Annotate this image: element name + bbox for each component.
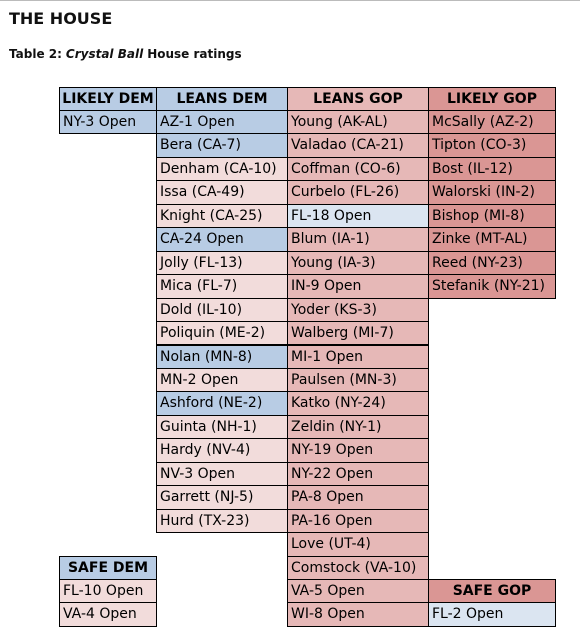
table-cell: VA-5 Open (287, 579, 429, 604)
table-cell: Issa (CA-49) (156, 180, 288, 205)
table-cell: Young (IA-3) (287, 250, 429, 276)
table-cell: Reed (NY-23) (428, 250, 556, 276)
table-cell: McSally (AZ-2) (428, 110, 556, 135)
caption-source: Crystal Ball (65, 47, 144, 61)
table-cell: Poliquin (ME-2) (156, 321, 288, 346)
table-cell: NV-3 Open (156, 461, 288, 487)
table-cell: Bishop (MI-8) (428, 203, 556, 229)
table-cell: WI-8 Open (287, 602, 429, 627)
table-cell: Stefanik (NY-21) (428, 274, 556, 299)
table-cell: Young (AK-AL) (287, 110, 429, 135)
caption-label: Table 2: (9, 47, 62, 61)
table-cell: Love (UT-4) (287, 532, 429, 557)
table-cell: Bost (IL-12) (428, 156, 556, 182)
table-cell: FL-18 Open (287, 203, 429, 229)
table-cell: Blum (IA-1) (287, 227, 429, 252)
table-cell: Paulsen (MN-3) (287, 367, 429, 393)
table-cell: Katko (NY-24) (287, 391, 429, 416)
table-cell: Zinke (MT-AL) (428, 227, 556, 252)
table-cell: NY-22 Open (287, 461, 429, 487)
column-header: LEANS GOP (287, 87, 429, 111)
column-header: SAFE DEM (59, 555, 157, 580)
column-header: LIKELY GOP (428, 87, 556, 111)
table-cell: MI-1 Open (287, 344, 429, 369)
caption: Table 2: Crystal Ball House ratings (9, 47, 242, 61)
table-cell: FL-10 Open (59, 579, 157, 604)
table-cell: Walberg (MI-7) (287, 321, 429, 346)
table-cell: Hardy (NV-4) (156, 438, 288, 463)
table-cell: NY-3 Open (59, 110, 157, 135)
table-cell: IN-9 Open (287, 274, 429, 299)
table-cell: Denham (CA-10) (156, 156, 288, 182)
table-cell: Jolly (FL-13) (156, 250, 288, 276)
column-header: LEANS DEM (156, 87, 288, 111)
table-cell: Zeldin (NY-1) (287, 414, 429, 440)
table-cell: PA-16 Open (287, 508, 429, 534)
title: THE HOUSE (9, 9, 113, 28)
table-cell: Bera (CA-7) (156, 133, 288, 158)
table-cell: Mica (FL-7) (156, 274, 288, 299)
table-cell: Dold (IL-10) (156, 297, 288, 323)
table-cell: Valadao (CA-21) (287, 133, 429, 158)
table-cell: Curbelo (FL-26) (287, 180, 429, 205)
table-cell: NY-19 Open (287, 438, 429, 463)
table-cell: CA-24 Open (156, 227, 288, 252)
table-cell: FL-2 Open (428, 602, 556, 627)
table-cell: Hurd (TX-23) (156, 508, 288, 534)
table-cell: Tipton (CO-3) (428, 133, 556, 158)
table-cell: MN-2 Open (156, 367, 288, 393)
table-cell: Knight (CA-25) (156, 203, 288, 229)
table-cell: PA-8 Open (287, 485, 429, 510)
table-cell: Garrett (NJ-5) (156, 485, 288, 510)
table-cell: Yoder (KS-3) (287, 297, 429, 323)
table-cell: Guinta (NH-1) (156, 414, 288, 440)
table-cell: Comstock (VA-10) (287, 555, 429, 580)
column-header: LIKELY DEM (59, 87, 157, 111)
table-cell: Ashford (NE-2) (156, 391, 288, 416)
caption-rest: House ratings (147, 47, 242, 61)
column-header: SAFE GOP (428, 579, 556, 603)
table-cell: Walorski (IN-2) (428, 180, 556, 205)
table-cell: AZ-1 Open (156, 110, 288, 135)
table-cell: Coffman (CO-6) (287, 156, 429, 182)
table-cell: Nolan (MN-8) (156, 344, 288, 369)
table-cell: VA-4 Open (59, 602, 157, 627)
